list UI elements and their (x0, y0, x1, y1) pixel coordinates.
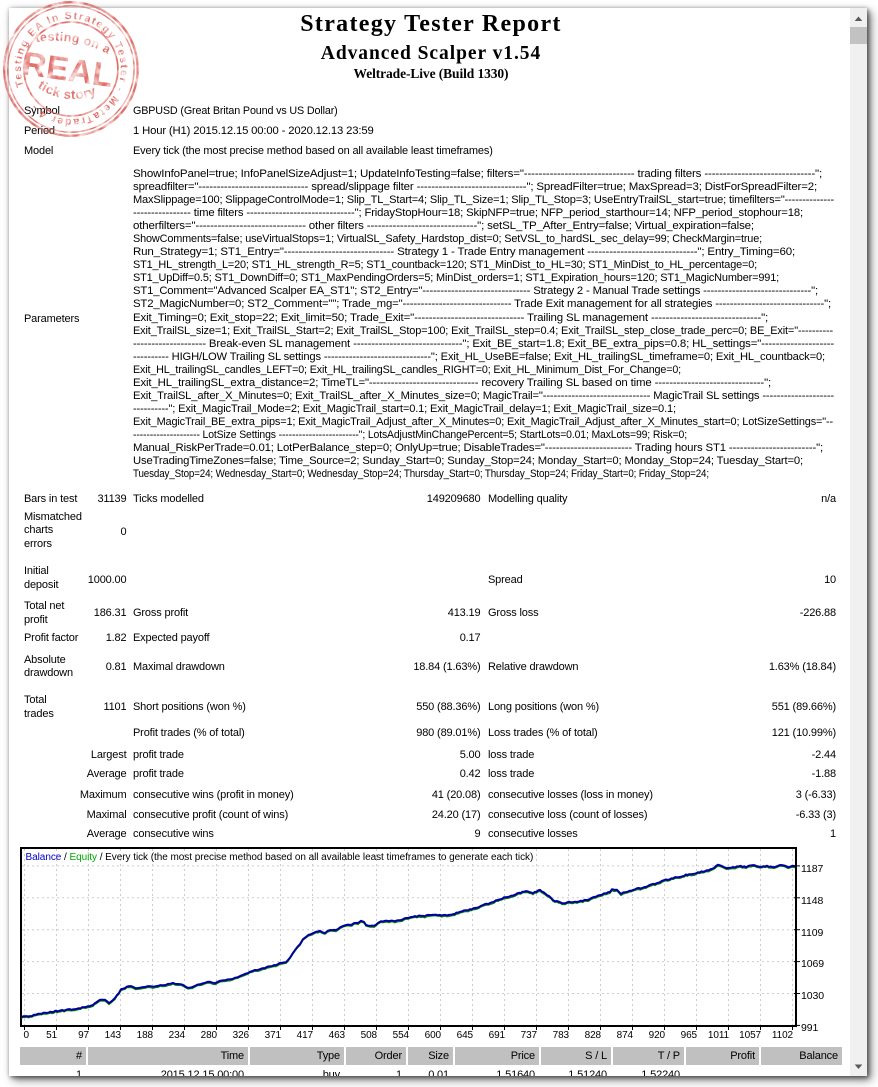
svg-text:Balance / Equity / Every tick: Balance / Equity / Every tick (the most … (26, 852, 534, 863)
